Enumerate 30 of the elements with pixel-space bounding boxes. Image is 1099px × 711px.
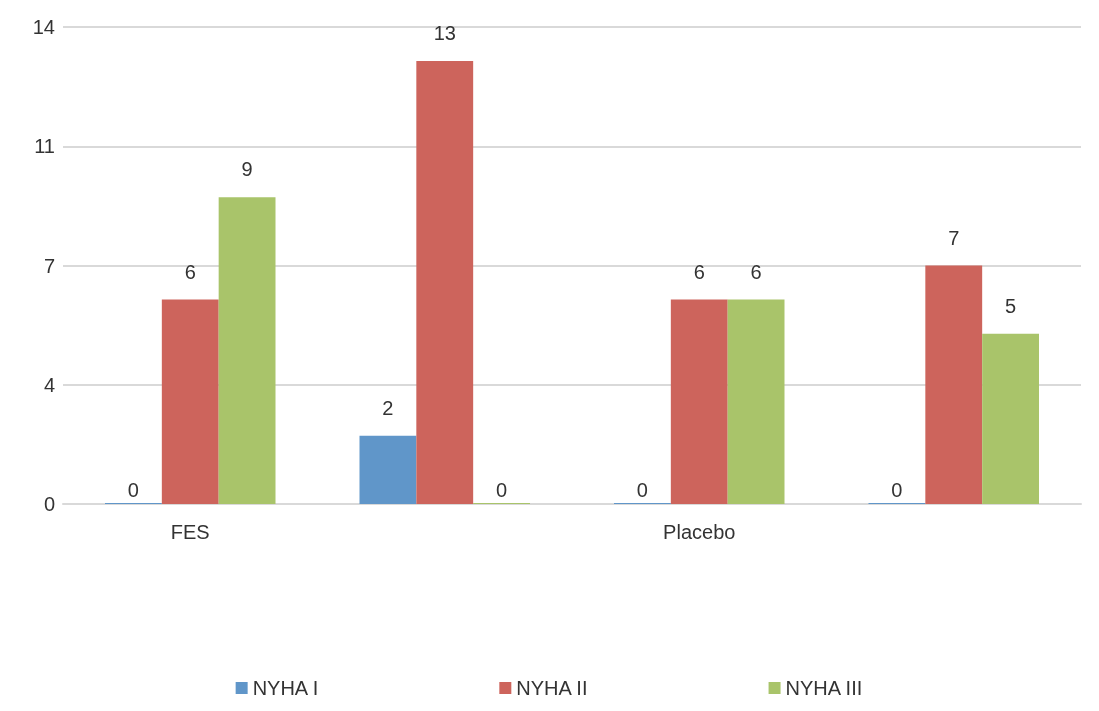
- bar: [727, 299, 785, 504]
- data-label: 6: [693, 260, 705, 283]
- data-label: 0: [636, 479, 648, 501]
- data-label: 0: [127, 479, 139, 501]
- y-tick-label: 0: [43, 493, 55, 515]
- data-label: 0: [891, 479, 903, 501]
- data-label: 6: [750, 260, 762, 283]
- bar: [359, 435, 417, 504]
- data-label: 2: [382, 396, 394, 419]
- bar: [925, 265, 983, 504]
- data-label: 7: [948, 226, 960, 249]
- bar: [982, 333, 1040, 504]
- y-tick-label: 4: [43, 373, 55, 396]
- bar: [218, 197, 276, 504]
- y-tick-label: 7: [43, 254, 55, 277]
- y-tick-label: 11: [34, 135, 55, 158]
- bar: [670, 299, 728, 504]
- data-label: 6: [184, 260, 196, 283]
- data-label: 13: [433, 22, 456, 45]
- data-label: 5: [1005, 294, 1017, 317]
- data-label: 0: [496, 479, 508, 501]
- y-tick-label: 14: [32, 16, 55, 38]
- x-tick-label: FES: [170, 521, 210, 543]
- bar: [416, 61, 474, 504]
- legend-label: NYHA III: [785, 677, 863, 699]
- data-label: 9: [241, 158, 253, 181]
- legend-label: NYHA I: [252, 677, 319, 699]
- bar: [161, 299, 219, 504]
- x-tick-label: Placebo: [663, 521, 736, 543]
- legend-label: NYHA II: [516, 677, 588, 699]
